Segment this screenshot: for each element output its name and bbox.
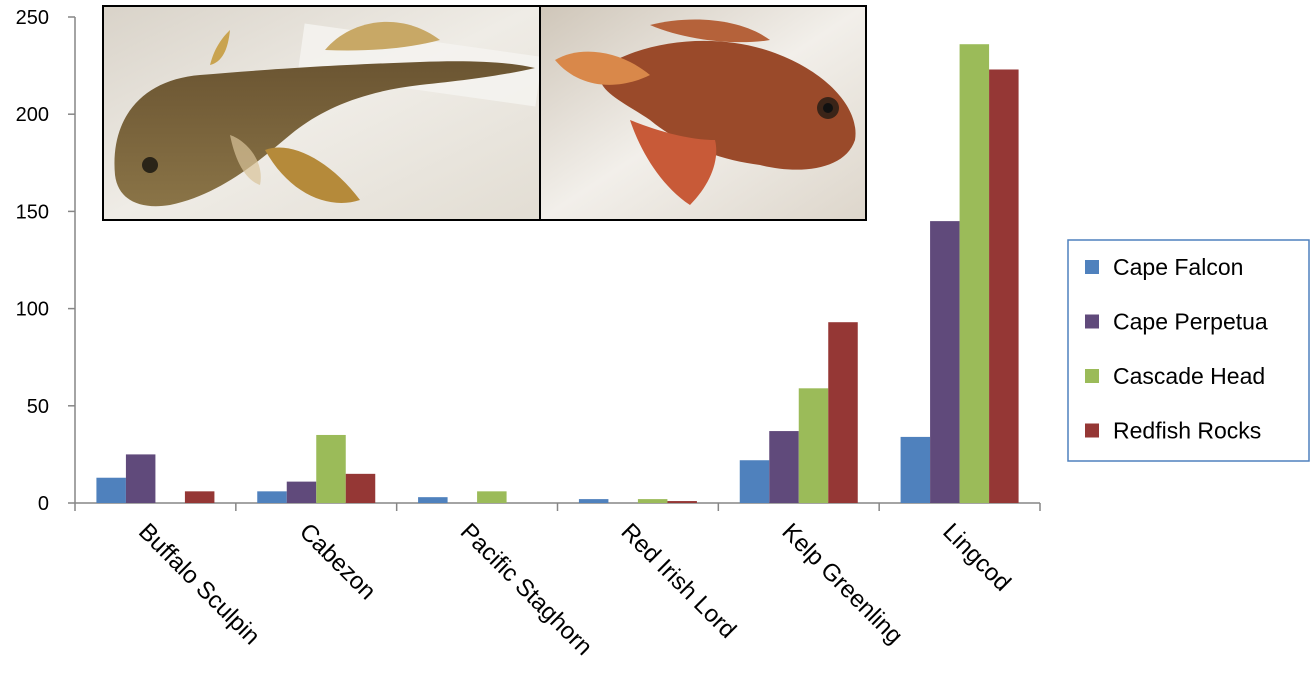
y-tick-label: 0 [38,493,49,515]
bar-cape-falcon [96,477,126,503]
legend-label: Redfish Rocks [1113,418,1261,444]
bars [96,44,1019,503]
bar-redfish-rocks [989,69,1019,503]
legend: Cape Falcon Cape Perpetua Cascade Head Redf… [1067,239,1310,462]
bar-cape-perpetua [769,431,799,503]
axes [68,16,1041,511]
y-tick-label: 100 [16,299,49,321]
y-tick-label: 200 [16,104,49,126]
legend-label: Cape Falcon [1113,254,1243,280]
bar-cape-falcon [578,499,609,503]
bar-cape-falcon [739,460,770,503]
bar-cape-falcon [257,491,287,503]
category-label: Buffalo Sculpin [133,518,265,650]
y-tick-label: 150 [16,201,49,223]
legend-swatch [1085,423,1099,438]
red-irish-lord-photo [539,5,867,221]
legend-swatch [1085,369,1099,383]
category-label: Kelp Greenling [777,518,908,649]
category-label: Pacific Staghorn [455,518,598,661]
bar-cape-falcon [418,497,448,503]
bar-cascade-head [637,499,668,503]
bar-redfish-rocks [828,322,858,503]
category-label: Cabezon [294,518,381,605]
bar-cape-perpetua [930,221,960,503]
bar-cape-perpetua [286,481,317,503]
category-label: Lingcod [937,518,1016,597]
legend-swatch [1085,314,1099,329]
bar-redfish-rocks [667,501,697,503]
bar-cascade-head [798,388,829,503]
y-tick-label: 250 [16,7,49,29]
legend-box [1067,239,1310,462]
bar-cape-falcon [900,436,931,503]
category-label: Red Irish Lord [616,518,742,644]
bar-redfish-rocks [184,491,215,503]
legend-label: Cascade Head [1113,363,1265,389]
bar-cascade-head [477,491,507,503]
bar-redfish-rocks [345,473,376,503]
y-tick-label: 50 [27,396,49,418]
bar-cascade-head [959,44,990,503]
bar-cascade-head [316,434,346,503]
bar-cape-perpetua [125,454,156,503]
legend-label: Cape Perpetua [1113,309,1268,335]
sculpin-photo [102,5,543,221]
legend-swatch [1085,260,1099,274]
